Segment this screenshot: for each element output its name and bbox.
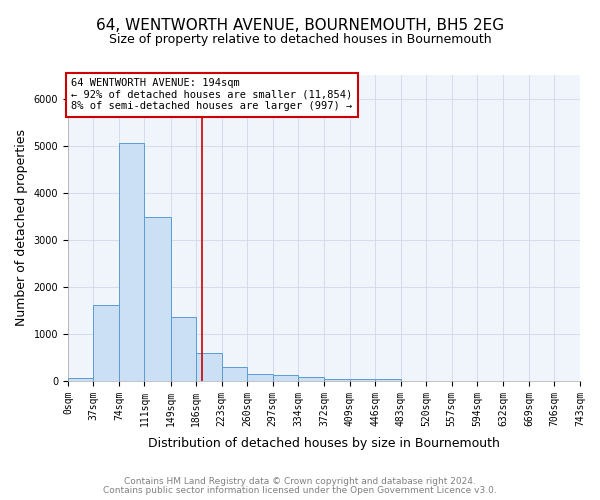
Bar — [272, 376, 298, 381]
Bar — [170, 318, 196, 381]
Text: Size of property relative to detached houses in Bournemouth: Size of property relative to detached ho… — [109, 32, 491, 46]
Text: Contains HM Land Registry data © Crown copyright and database right 2024.: Contains HM Land Registry data © Crown c… — [124, 477, 476, 486]
Text: 64 WENTWORTH AVENUE: 194sqm
← 92% of detached houses are smaller (11,854)
8% of : 64 WENTWORTH AVENUE: 194sqm ← 92% of det… — [71, 78, 353, 112]
Text: Contains public sector information licensed under the Open Government Licence v3: Contains public sector information licen… — [103, 486, 497, 495]
Bar — [375, 380, 401, 381]
Bar — [247, 374, 272, 381]
Bar — [350, 380, 375, 381]
X-axis label: Distribution of detached houses by size in Bournemouth: Distribution of detached houses by size … — [148, 437, 500, 450]
Bar — [324, 379, 350, 381]
Bar — [94, 304, 119, 381]
Bar — [68, 378, 94, 381]
Bar — [145, 217, 170, 381]
Bar — [196, 352, 221, 381]
Bar — [298, 377, 324, 381]
Y-axis label: Number of detached properties: Number of detached properties — [15, 130, 28, 326]
Bar — [119, 143, 145, 381]
Text: 64, WENTWORTH AVENUE, BOURNEMOUTH, BH5 2EG: 64, WENTWORTH AVENUE, BOURNEMOUTH, BH5 2… — [96, 18, 504, 32]
Bar — [221, 367, 247, 381]
